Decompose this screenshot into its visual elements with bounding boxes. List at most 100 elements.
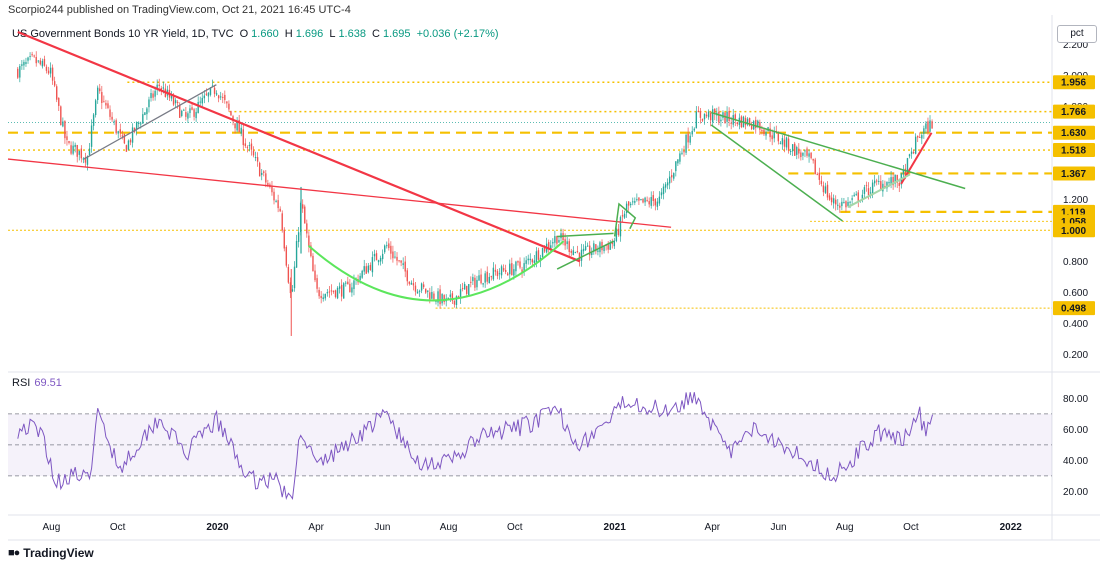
axis-unit-badge[interactable]: pct [1057, 25, 1097, 43]
candle-body [207, 92, 210, 97]
candle-body [798, 148, 800, 154]
candle-body [558, 240, 560, 243]
high-value: 1.696 [295, 28, 324, 40]
candle-body [381, 253, 384, 260]
candle-body [488, 276, 490, 284]
candle-body [843, 202, 845, 204]
candle-body [283, 229, 285, 249]
candle-body [150, 93, 152, 99]
candle-body [252, 150, 255, 156]
candle-body [386, 245, 388, 247]
candle-body [406, 270, 408, 282]
candle-body [574, 251, 577, 253]
price-badge-label: 1.000 [1061, 226, 1086, 237]
candle-body [144, 112, 146, 116]
candle-body [837, 204, 839, 206]
candle-body [258, 162, 261, 177]
candle-body [492, 267, 495, 280]
rsi-value: 69.51 [34, 377, 62, 389]
symbol-name[interactable]: US Government Bonds 10 YR Yield, 1D, TVC [12, 28, 234, 40]
candle-body [627, 201, 630, 206]
candle-body [21, 64, 23, 66]
price-badge-label: 1.367 [1061, 169, 1086, 180]
price-axis[interactable]: 2.2002.0001.8001.2001.0000.8000.6000.400… [1053, 40, 1095, 361]
candle-body [701, 118, 704, 121]
candle-body [37, 60, 39, 62]
price-level-badge: 1.956 [1053, 75, 1095, 90]
candle-body [466, 285, 468, 294]
candle-body [439, 289, 441, 305]
price-badge-bg [1053, 104, 1095, 119]
candle-body [345, 282, 347, 284]
candle-body [609, 243, 611, 250]
candle-body [347, 281, 349, 285]
candle-body [871, 182, 874, 195]
candle-body [324, 293, 326, 299]
candle-body [304, 206, 306, 224]
candle-body [851, 198, 853, 200]
grid [8, 15, 1100, 541]
rsi-axis[interactable]: 80.00 60.00 40.00 20.00 [1063, 394, 1088, 498]
candle-body [375, 253, 378, 261]
candle-body [894, 174, 896, 184]
candle-body [724, 112, 726, 124]
candle-body [291, 289, 294, 292]
candle-body [187, 113, 189, 119]
candle-body [326, 292, 329, 294]
candle-body [455, 296, 458, 306]
candle-body [135, 122, 138, 130]
candle-body [433, 293, 435, 300]
rsi-legend[interactable]: RSI 69.51 [12, 377, 62, 389]
time-tick-label: Oct [903, 522, 919, 533]
candle-body [869, 192, 872, 194]
candle-body [314, 270, 316, 281]
candle-body [240, 127, 242, 134]
candle-body [515, 261, 517, 272]
candle-body [322, 297, 324, 300]
candle-body [728, 110, 730, 122]
candle-body [597, 250, 599, 252]
candle-body [681, 152, 683, 154]
candle-body [746, 118, 749, 125]
candle-body [140, 123, 142, 125]
candle-body [648, 201, 650, 205]
candle-body [316, 278, 318, 289]
candle-body [158, 84, 160, 87]
candle-body [853, 194, 855, 197]
candle-body [19, 66, 21, 78]
candle-body [613, 240, 616, 247]
candle-body [154, 90, 156, 97]
candle-body [242, 129, 244, 146]
candle-body [152, 93, 154, 98]
candle-body [133, 127, 136, 132]
candle-body [125, 145, 128, 152]
candle-body [656, 201, 659, 207]
time-axis[interactable]: Aug Oct 2020 Apr Jun Aug Oct 2021 Apr Jun Aug Oct 20… [43, 522, 1023, 533]
candle-body [763, 129, 765, 135]
candle-body [556, 235, 558, 244]
candle-body [541, 247, 544, 258]
candle-body [310, 245, 312, 257]
candle-body [31, 54, 33, 56]
candle-body [209, 87, 212, 95]
candle-body [261, 172, 263, 175]
price-tick-label: 0.400 [1063, 319, 1088, 330]
rsi-tick-label: 40.00 [1063, 456, 1088, 467]
close-label: C [372, 28, 380, 40]
candle-body [172, 96, 175, 105]
candle-body [146, 108, 148, 115]
candle-body [923, 128, 925, 134]
low-value: 1.638 [338, 28, 366, 40]
candle-body [162, 87, 165, 89]
candle-body [369, 265, 372, 271]
candle-body [343, 283, 345, 299]
candle-body [845, 201, 847, 208]
candle-body [619, 217, 622, 237]
candle-body [664, 184, 667, 188]
candle-body [189, 108, 191, 114]
candle-body [906, 158, 909, 175]
candle-body [695, 111, 698, 129]
candle-body [474, 277, 476, 288]
candle-body [525, 260, 527, 264]
